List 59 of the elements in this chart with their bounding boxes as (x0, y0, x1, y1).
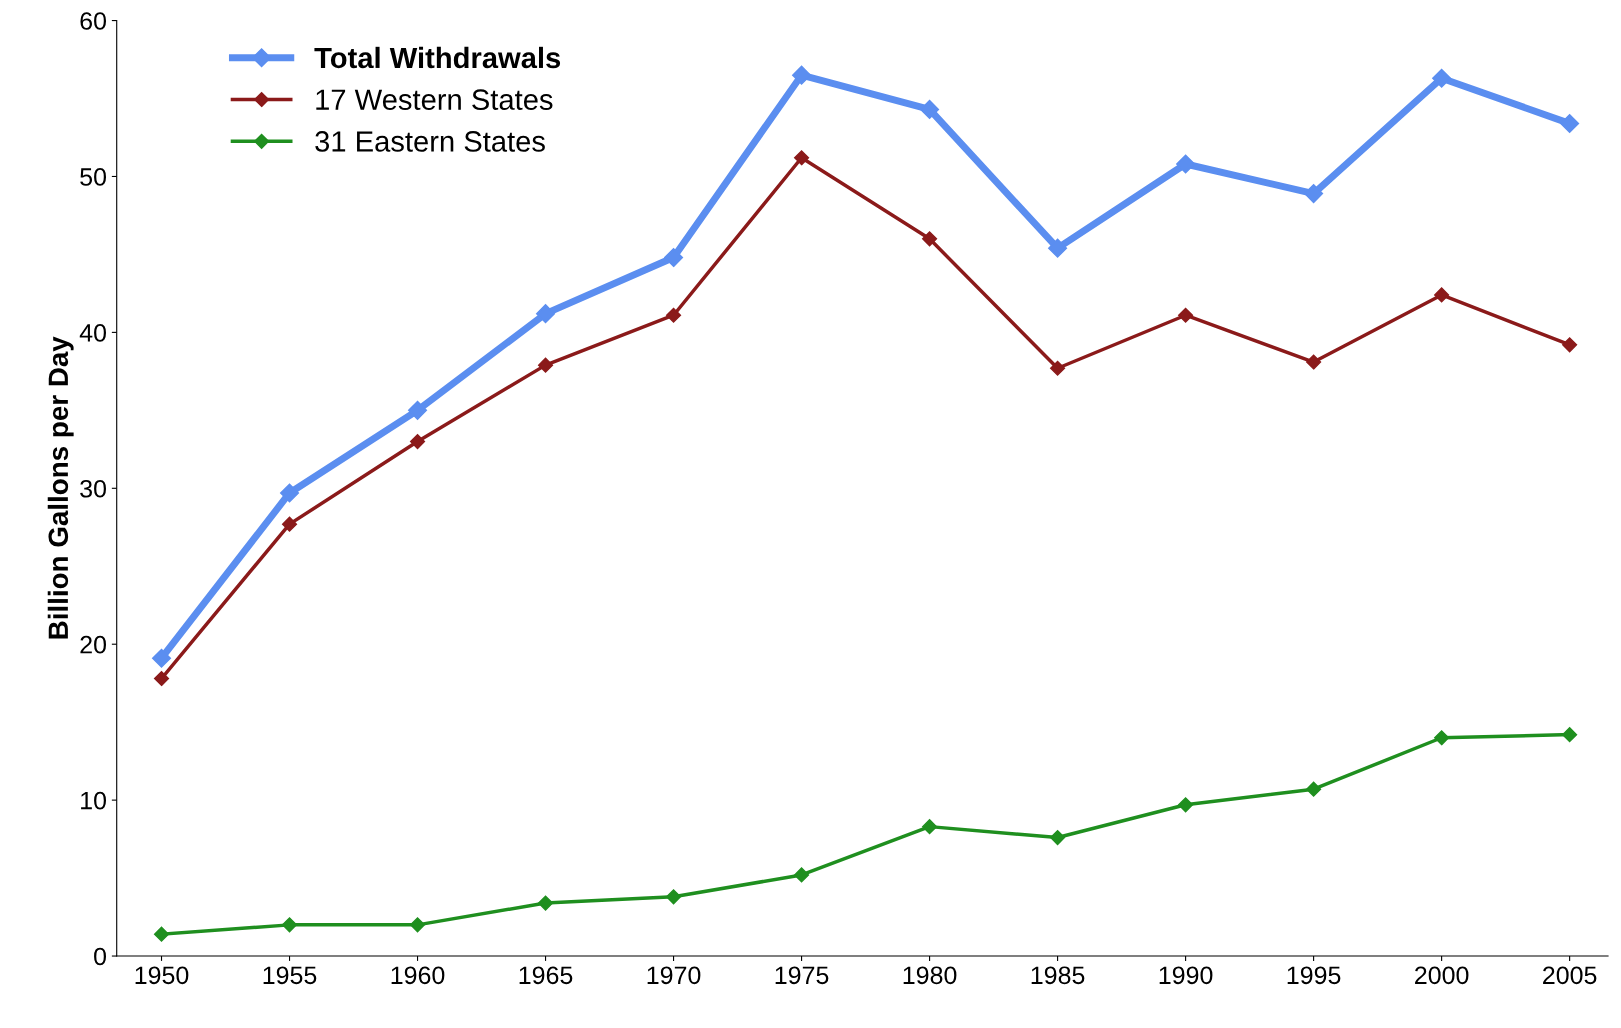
point (1176, 154, 1196, 174)
point (665, 307, 682, 323)
point (536, 304, 556, 324)
y-tick-label: 0 (94, 947, 107, 966)
y-tick-label: 10 (81, 791, 107, 810)
x-tick-label: 2000 (1415, 966, 1469, 985)
point (1050, 829, 1066, 846)
y-axis-title: Billion Gallons per Day (47, 336, 74, 639)
point (1304, 184, 1324, 204)
point (1178, 307, 1194, 323)
point (153, 926, 170, 942)
point (664, 248, 684, 268)
x-tick-label: 1950 (135, 966, 189, 985)
x-tick-label: 2005 (1543, 966, 1597, 985)
point (793, 150, 810, 166)
point (151, 648, 172, 668)
point (1434, 287, 1450, 303)
point (279, 483, 300, 503)
x-tick-label: 1990 (1159, 966, 1213, 985)
legend-label: 31 Eastern States (315, 131, 545, 152)
x-tick-label: 1985 (1031, 966, 1085, 985)
point (281, 516, 298, 532)
point (793, 867, 810, 883)
point (408, 400, 428, 420)
point (281, 917, 298, 933)
x-tick-label: 1995 (1287, 966, 1341, 985)
x-tick-label: 1965 (519, 966, 573, 985)
legend-label: Total Withdrawals (314, 46, 561, 69)
point (922, 231, 938, 247)
point (1306, 781, 1322, 797)
legend-label: 17 Western States (316, 89, 553, 111)
point (409, 917, 426, 933)
point (1432, 68, 1452, 88)
point (537, 895, 554, 911)
x-tick-label: 1955 (263, 966, 317, 985)
y-tick-label: 20 (80, 635, 107, 654)
point (153, 670, 170, 687)
y-tick-label: 30 (80, 479, 107, 498)
point (1562, 337, 1578, 353)
y-tick-label: 50 (80, 168, 107, 186)
point (1560, 113, 1580, 133)
point (1306, 354, 1322, 370)
y-tick-label: 40 (79, 323, 107, 342)
point (792, 65, 812, 85)
x-tick-label: 1970 (647, 966, 701, 985)
point (409, 433, 426, 450)
point (665, 889, 682, 905)
point (1050, 360, 1066, 376)
x-tick-label: 1980 (903, 966, 957, 985)
point (920, 99, 940, 119)
point (922, 819, 938, 835)
x-tick-label: 1975 (775, 966, 829, 985)
point (1178, 797, 1194, 813)
point (1434, 730, 1450, 746)
x-tick-label: 1960 (391, 966, 445, 985)
point (1562, 727, 1578, 743)
point (1048, 238, 1068, 258)
point (537, 357, 554, 373)
y-tick-label: 60 (80, 12, 107, 30)
